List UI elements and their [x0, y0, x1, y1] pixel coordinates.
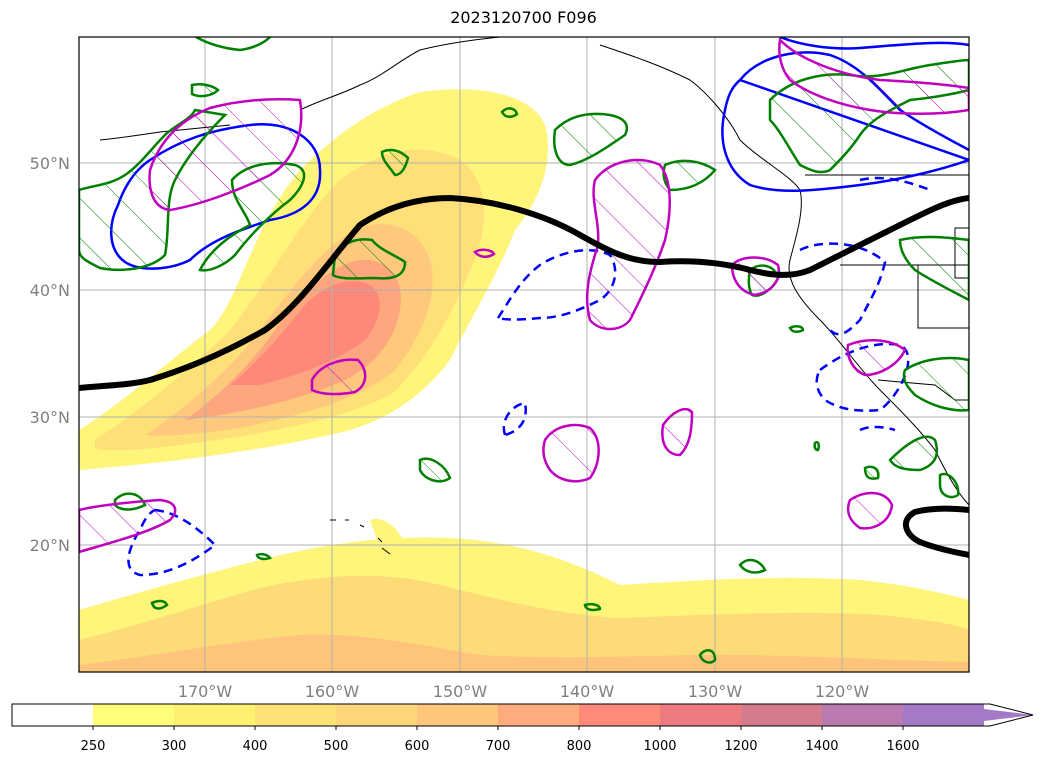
longitude-labels: 170°W 160°W 150°W 140°W 130°W 120°W: [178, 682, 870, 701]
colorbar-segment: [93, 704, 174, 726]
lat-label-50n: 50°N: [30, 154, 70, 173]
colorbar-segment: [255, 704, 336, 726]
colorbar-segment: [741, 704, 822, 726]
colorbar-tick-label: 700: [486, 739, 511, 754]
magenta-contours: [79, 37, 969, 554]
colorbar-segment: [660, 704, 741, 726]
colorbar-outline: [11, 703, 1034, 727]
colorbar-segment: [336, 704, 417, 726]
map-border: [78, 36, 970, 673]
colorbar-tick-label: 1400: [805, 739, 838, 754]
colorbar-tick-label: 600: [405, 739, 430, 754]
colorbar-tick-label: 800: [567, 739, 592, 754]
colorbar-tick-label: 1600: [886, 739, 919, 754]
lon-label-170w: 170°W: [178, 682, 233, 701]
lon-label-130w: 130°W: [688, 682, 743, 701]
lat-label-30n: 30°N: [30, 408, 70, 427]
lon-label-140w: 140°W: [560, 682, 615, 701]
colorbar-labels: 250 300 400 500 600 700 800 1000 1200 1400 1600: [81, 726, 920, 754]
colorbar-tick-label: 1000: [643, 739, 676, 754]
lon-label-160w: 160°W: [305, 682, 360, 701]
colorbar-segment: [417, 704, 498, 726]
colorbar-segment: [12, 704, 93, 726]
latitude-labels: 50°N 40°N 30°N 20°N: [30, 154, 70, 555]
colorbar-tick-label: 400: [243, 739, 268, 754]
colorbar-extend-arrow: [903, 704, 1033, 726]
colorbar-segment: [822, 704, 903, 726]
colorbar-segment: [579, 704, 660, 726]
colorbar: [11, 703, 1034, 727]
lat-label-40n: 40°N: [30, 281, 70, 300]
lat-label-20n: 20°N: [30, 536, 70, 555]
lon-label-150w: 150°W: [433, 682, 488, 701]
colorbar-tick-label: 250: [81, 739, 106, 754]
colorbar-segment: [498, 704, 579, 726]
colorbar-tick-label: 300: [162, 739, 187, 754]
map-title: 2023120700 F096: [450, 8, 597, 27]
colorbar-segment: [174, 704, 255, 726]
lon-label-120w: 120°W: [815, 682, 870, 701]
colorbar-tick-label: 500: [324, 739, 349, 754]
colorbar-tick-label: 1200: [724, 739, 757, 754]
ivt-band-south: [79, 519, 969, 672]
jet-axis: [79, 194, 969, 558]
